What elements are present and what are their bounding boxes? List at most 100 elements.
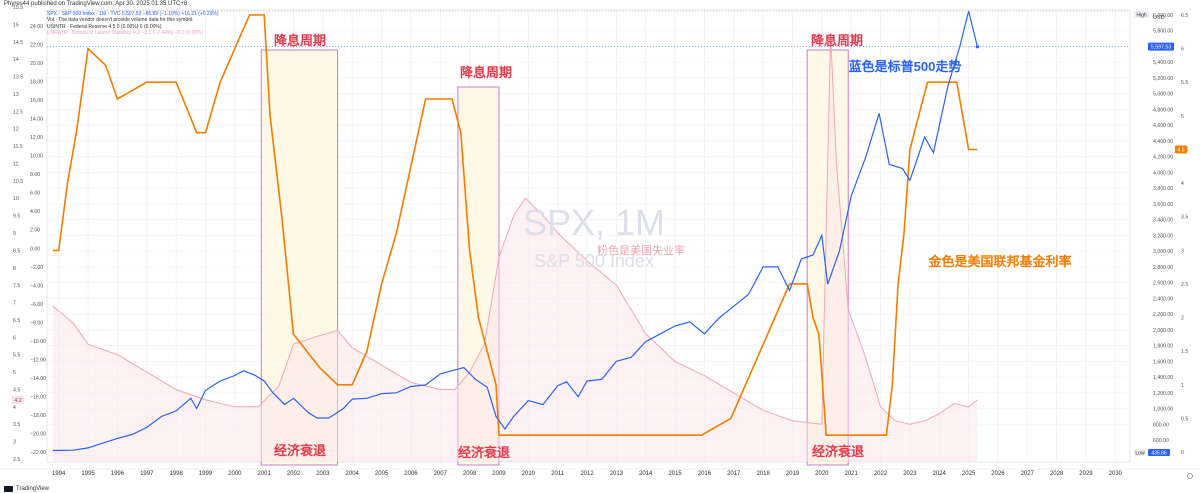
x-tick-label: 2013: [610, 471, 624, 477]
label-cut-cycle-1: 降息周期: [274, 33, 326, 48]
left-axis-pct-tick: −12.00: [30, 357, 46, 363]
label-unrate-note: 粉色是美国失业率: [597, 243, 685, 257]
x-tick-label: 2017: [727, 471, 741, 477]
x-tick-label: 2012: [580, 471, 594, 477]
left-axis-pct-tick: 8.00: [30, 172, 40, 178]
unrate-badge-text: 4.2: [14, 398, 21, 404]
right-axis-price-tick: 1,400.00: [1153, 375, 1173, 381]
x-tick-label: 2011: [551, 471, 565, 477]
x-tick-label: 2010: [522, 471, 536, 477]
left-axis-pct-tick: 2.00: [30, 228, 40, 234]
spx-line[interactable]: [52, 10, 978, 452]
right-axis-price-tick: 1,600.00: [1153, 359, 1173, 365]
x-tick-label: 2023: [903, 471, 917, 477]
x-tick-label: 2028: [1050, 471, 1064, 477]
left-axis-unrate-tick: 11: [13, 161, 18, 167]
right-axis-price-tick: 1,800.00: [1153, 344, 1173, 350]
x-tick-label: 2004: [346, 471, 360, 477]
x-tick-label: 2014: [639, 471, 653, 477]
last-rate-badge-text: 4.5: [1177, 147, 1184, 153]
legend-usintr[interactable]: USINTR · Federal Reserve 4.5 0 (0.00%) 0…: [47, 23, 162, 30]
label-cut-cycle-2: 降息周期: [460, 65, 512, 80]
x-tick-label: 1997: [140, 471, 154, 477]
x-tick-label: 2002: [287, 471, 301, 477]
right-axis-price-tick: 1,000.00: [1153, 407, 1173, 413]
right-axis-rate-tick: 0.5: [1181, 416, 1188, 422]
left-axis-unrate-tick: 12.5: [13, 109, 23, 115]
left-axis-pct-tick: −20.00: [30, 431, 46, 437]
settings-gear-icon[interactable]: [1187, 473, 1193, 479]
x-tick-label: 2016: [698, 471, 712, 477]
left-axis-pct-tick: −8.00: [30, 320, 43, 326]
right-axis-rate-tick: 5.5: [1181, 80, 1188, 86]
left-axis-unrate-tick: 12: [13, 127, 19, 133]
left-axis-unrate-tick: 4: [13, 405, 16, 411]
last-rate-badge[interactable]: [1175, 145, 1187, 154]
label-recession-2: 经济衰退: [458, 445, 510, 460]
unrate-line[interactable]: [52, 34, 978, 425]
left-axis-pct-tick: 0.00: [30, 246, 40, 252]
left-axis-unrate-tick: 5.5: [13, 353, 20, 359]
left-axis-pct-tick: −10.00: [30, 339, 46, 345]
legend-spx[interactable]: SPX · S&P 500 Index · 1M · TVC 5,597.53 …: [47, 11, 219, 17]
label-spx-note: 蓝色是标普500走势: [849, 59, 962, 74]
left-axis-pct-tick: 12.00: [30, 135, 43, 141]
left-axis-pct-tick: 16.00: [30, 98, 43, 104]
right-axis-rate-tick: 6.5: [1181, 13, 1188, 19]
label-recession-1: 经济衰退: [274, 443, 326, 458]
left-axis-pct-tick: −2.00: [30, 265, 43, 271]
right-axis-price-tick: 5,800.00: [1153, 29, 1173, 35]
right-axis-price-tick: 6,000.00: [1153, 13, 1173, 19]
left-axis-unrate-tick: 9: [13, 231, 16, 237]
tradingview-logo[interactable]: TradingView: [4, 486, 49, 492]
right-axis-price-tick: 5,200.00: [1153, 76, 1173, 82]
watermark-subtitle: S&P 500 Index: [534, 251, 654, 271]
x-tick-label: 2027: [1021, 471, 1035, 477]
legend-unrate[interactable]: UNRATE · Bureau of Labour Statistics 4.2…: [47, 29, 204, 36]
left-axis-unrate-tick: 6.5: [13, 318, 20, 324]
low-badge: [1134, 449, 1146, 456]
right-axis-price-tick: 4,400.00: [1153, 139, 1173, 145]
left-axis-unrate-tick: 13.5: [13, 75, 23, 81]
left-axis-unrate-tick: 9.5: [13, 214, 20, 220]
right-axis-price-tick: 2,000.00: [1153, 328, 1173, 334]
x-tick-label: 2006: [404, 471, 418, 477]
right-axis-price-tick: 4,000.00: [1153, 170, 1173, 176]
left-axis-pct-tick: 4.00: [30, 209, 40, 215]
currency-label: USD: [1153, 15, 1165, 21]
tradingview-brand: TradingView: [16, 486, 50, 492]
right-axis-rate-tick: 3: [1181, 248, 1184, 254]
left-axis-unrate-tick: 4.5: [13, 387, 20, 393]
x-tick-label: 1998: [169, 471, 183, 477]
left-axis-unrate-tick: 5: [13, 370, 16, 376]
legend-vol: Vol · The data vendor doesn't provide vo…: [47, 17, 194, 24]
right-axis-price-tick: 4,800.00: [1153, 107, 1173, 113]
left-axis-pct-tick: 6.00: [30, 191, 40, 197]
tradingview-logo-icon: [4, 486, 13, 492]
left-axis-pct-tick: 14.00: [30, 117, 43, 123]
left-axis-pct-tick: −14.00: [30, 376, 46, 382]
right-axis-price-tick: 5,400.00: [1153, 60, 1173, 66]
publish-header: Phyres44 published on TradingView.com, A…: [4, 1, 188, 7]
x-tick-label: 1995: [81, 471, 95, 477]
left-axis-unrate-tick: 14.5: [13, 40, 23, 46]
right-axis-price-tick: 3,600.00: [1153, 202, 1173, 208]
fed-rate-line[interactable]: [52, 14, 978, 436]
x-tick-label: 2003: [316, 471, 330, 477]
left-axis-unrate-tick: 8: [13, 266, 16, 272]
right-axis-rate-tick: 0: [1181, 450, 1184, 456]
left-axis-pct-tick: 22.00: [30, 43, 43, 49]
left-axis-unrate-tick: 3: [13, 440, 16, 446]
left-axis-pct-tick: 20.00: [30, 61, 43, 67]
right-axis-price-tick: 800.00: [1153, 422, 1169, 428]
x-tick-label: 1999: [199, 471, 213, 477]
left-axis-pct-tick: −18.00: [30, 413, 46, 419]
low-value-badge: [1148, 449, 1170, 456]
label-fedrate-note: 金色是美国联邦基金利率: [927, 254, 1071, 269]
right-axis-price-tick: 2,800.00: [1153, 265, 1173, 271]
right-axis-price-tick: 3,200.00: [1153, 233, 1173, 239]
left-axis-pct-tick: −16.00: [30, 394, 46, 400]
last-price-badge[interactable]: [1148, 42, 1174, 51]
